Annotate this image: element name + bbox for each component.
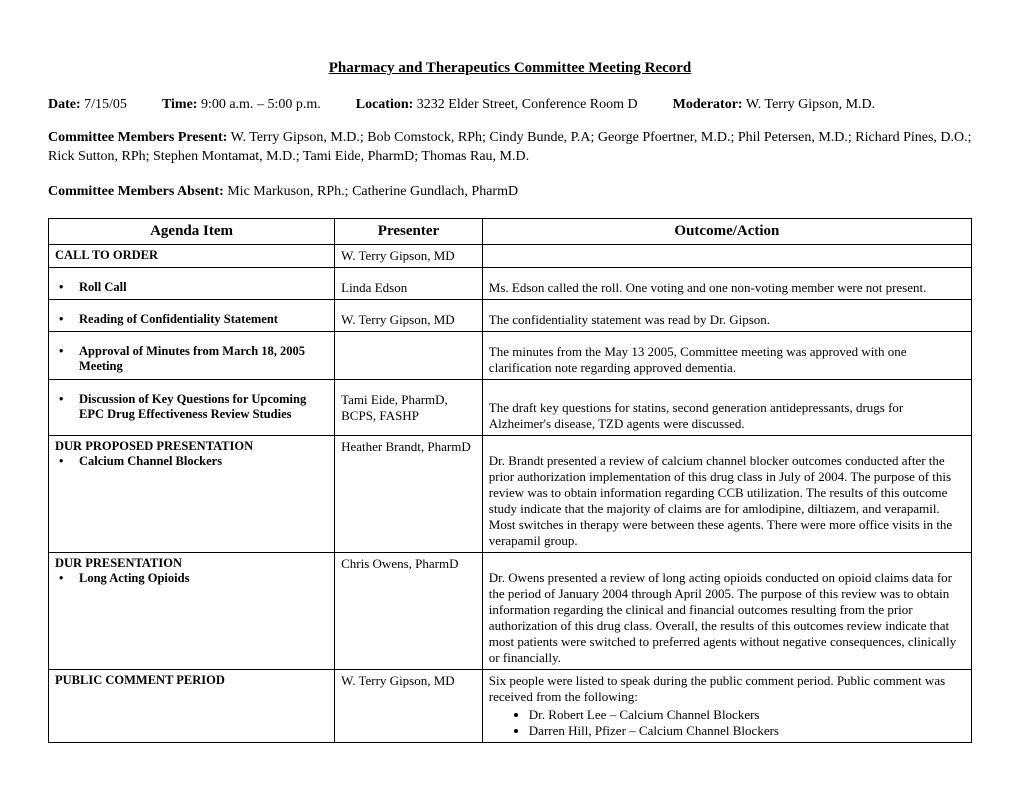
table-row: Reading of Confidentiality Statement W. … (49, 299, 972, 331)
outcome-cell: Ms. Edson called the roll. One voting an… (482, 267, 971, 299)
document-title: Pharmacy and Therapeutics Committee Meet… (48, 60, 972, 77)
presenter-cell: W. Terry Gipson, MD (335, 299, 483, 331)
members-present: Committee Members Present: W. Terry Gips… (48, 129, 972, 167)
list-item: Darren Hill, Pfizer – Calcium Channel Bl… (529, 723, 965, 739)
location-label: Location: (356, 97, 414, 112)
presenter-cell: Linda Edson (335, 267, 483, 299)
table-row: DUR PROPOSED PRESENTATION Calcium Channe… (49, 435, 972, 552)
table-row: CALL TO ORDER W. Terry Gipson, MD (49, 244, 972, 267)
header-agenda: Agenda Item (49, 218, 335, 244)
agenda-subitem: Long Acting Opioids (55, 571, 328, 586)
table-row: Discussion of Key Questions for Upcoming… (49, 379, 972, 435)
agenda-section: DUR PRESENTATION (55, 556, 328, 571)
outcome-text: Dr. Owens presented a review of long act… (489, 570, 956, 665)
time-value: 9:00 a.m. – 5:00 p.m. (201, 97, 321, 112)
header-presenter: Presenter (335, 218, 483, 244)
meeting-meta-line: Date: 7/15/05 Time: 9:00 a.m. – 5:00 p.m… (48, 97, 972, 113)
agenda-section: PUBLIC COMMENT PERIOD (55, 673, 328, 688)
list-item: Dr. Robert Lee – Calcium Channel Blocker… (529, 707, 965, 723)
moderator-label: Moderator: (673, 97, 743, 112)
agenda-subitem: Discussion of Key Questions for Upcoming… (55, 392, 328, 422)
present-label: Committee Members Present: (48, 130, 227, 145)
time-label: Time: (162, 97, 198, 112)
agenda-subitem: Approval of Minutes from March 18, 2005 … (55, 344, 328, 374)
outcome-intro: Six people were listed to speak during t… (489, 673, 945, 704)
outcome-cell: The draft key questions for statins, sec… (482, 379, 971, 435)
agenda-section: DUR PROPOSED PRESENTATION (55, 439, 328, 454)
members-absent: Committee Members Absent: Mic Markuson, … (48, 183, 972, 202)
table-row: Approval of Minutes from March 18, 2005 … (49, 331, 972, 379)
public-comment-list: Dr. Robert Lee – Calcium Channel Blocker… (529, 707, 965, 739)
presenter-cell: W. Terry Gipson, MD (335, 244, 483, 267)
table-row: Roll Call Linda Edson Ms. Edson called t… (49, 267, 972, 299)
presenter-cell: Tami Eide, PharmD, BCPS, FASHP (335, 379, 483, 435)
agenda-section: CALL TO ORDER (55, 248, 328, 263)
presenter-cell: Chris Owens, PharmD (335, 552, 483, 669)
outcome-text: Dr. Brandt presented a review of calcium… (489, 453, 952, 548)
agenda-subitem: Roll Call (55, 280, 328, 295)
agenda-subitem: Calcium Channel Blockers (55, 454, 328, 469)
agenda-table: Agenda Item Presenter Outcome/Action CAL… (48, 218, 972, 743)
date-value-text: 7/15/05 (84, 97, 127, 112)
presenter-cell: Heather Brandt, PharmD (335, 435, 483, 552)
table-row: PUBLIC COMMENT PERIOD W. Terry Gipson, M… (49, 669, 972, 742)
outcome-cell (482, 244, 971, 267)
table-header-row: Agenda Item Presenter Outcome/Action (49, 218, 972, 244)
outcome-cell: The confidentiality statement was read b… (482, 299, 971, 331)
header-outcome: Outcome/Action (482, 218, 971, 244)
outcome-cell: The minutes from the May 13 2005, Commit… (482, 331, 971, 379)
agenda-subitem: Reading of Confidentiality Statement (55, 312, 328, 327)
presenter-cell: W. Terry Gipson, MD (335, 669, 483, 742)
outcome-cell: Dr. Brandt presented a review of calcium… (482, 435, 971, 552)
location-value: 3232 Elder Street, Conference Room D (417, 97, 638, 112)
presenter-cell (335, 331, 483, 379)
outcome-cell: Dr. Owens presented a review of long act… (482, 552, 971, 669)
date-label: Date: (48, 97, 81, 112)
moderator-value: W. Terry Gipson, M.D. (746, 97, 875, 112)
absent-value: Mic Markuson, RPh.; Catherine Gundlach, … (227, 184, 518, 199)
outcome-cell: Six people were listed to speak during t… (482, 669, 971, 742)
table-row: DUR PRESENTATION Long Acting Opioids Chr… (49, 552, 972, 669)
absent-label: Committee Members Absent: (48, 184, 224, 199)
